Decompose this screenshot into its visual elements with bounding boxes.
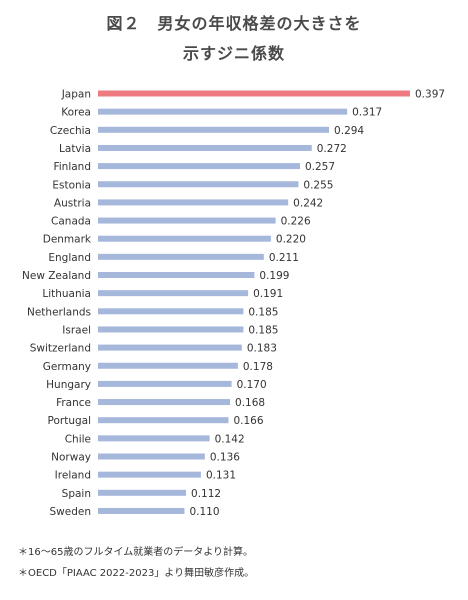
bar-chile: [98, 435, 210, 442]
footnote-source-population: ＊16～65歳のフルタイム就業者のデータより計算。: [18, 547, 254, 558]
bar-finland: [98, 163, 300, 170]
category-label-spain: Spain: [62, 488, 91, 500]
category-label-estonia: Estonia: [52, 179, 91, 191]
bar-japan: [98, 90, 410, 97]
bar-norway: [98, 453, 205, 460]
value-label-france: 0.168: [235, 397, 265, 409]
bar-spain: [98, 489, 187, 496]
bar-sweden: [98, 507, 185, 514]
value-label-latvia: 0.272: [317, 143, 347, 155]
value-label-lithuania: 0.191: [253, 288, 283, 300]
bar-netherlands: [98, 308, 244, 315]
category-label-japan: Japan: [61, 89, 91, 101]
category-label-lithuania: Lithuania: [42, 288, 91, 300]
value-label-sweden: 0.110: [189, 506, 219, 518]
bar-new-zealand: [98, 272, 255, 278]
bar-france: [98, 399, 231, 406]
category-label-denmark: Denmark: [43, 234, 92, 246]
value-label-austria: 0.242: [293, 197, 323, 209]
chart-title-line-1: 図２ 男女の年収格差の大きさを: [106, 14, 362, 33]
value-label-japan: 0.397: [415, 89, 445, 101]
value-label-finland: 0.257: [305, 161, 335, 173]
value-label-canada: 0.226: [281, 216, 311, 228]
category-label-israel: Israel: [62, 324, 91, 336]
category-label-norway: Norway: [51, 452, 91, 464]
value-label-israel: 0.185: [248, 324, 278, 336]
category-label-chile: Chile: [65, 433, 91, 445]
category-label-sweden: Sweden: [50, 506, 92, 518]
value-label-korea: 0.317: [352, 107, 382, 119]
category-label-netherlands: Netherlands: [27, 306, 91, 318]
value-label-germany: 0.178: [243, 361, 273, 373]
value-label-chile: 0.142: [215, 433, 245, 445]
value-label-hungary: 0.170: [237, 379, 267, 391]
category-label-canada: Canada: [51, 216, 91, 228]
bar-germany: [98, 362, 238, 369]
value-label-new-zealand: 0.199: [259, 270, 289, 282]
value-label-norway: 0.136: [210, 452, 240, 464]
bar-latvia: [98, 144, 312, 151]
value-label-denmark: 0.220: [276, 234, 306, 246]
bar-korea: [98, 108, 348, 115]
bar-hungary: [98, 380, 232, 387]
category-label-latvia: Latvia: [59, 143, 91, 155]
category-label-korea: Korea: [61, 107, 91, 119]
category-label-germany: Germany: [43, 361, 91, 373]
bar-switzerland: [98, 344, 242, 351]
bar-czechia: [98, 126, 330, 133]
category-label-new-zealand: New Zealand: [22, 270, 91, 282]
value-label-netherlands: 0.185: [248, 306, 278, 318]
value-label-switzerland: 0.183: [247, 343, 277, 355]
bar-england: [98, 253, 264, 260]
category-label-portugal: Portugal: [48, 415, 92, 427]
category-label-england: England: [48, 252, 91, 264]
value-label-england: 0.211: [269, 252, 299, 264]
category-label-finland: Finland: [53, 161, 91, 173]
category-label-hungary: Hungary: [46, 379, 91, 391]
footnote-data-source: ＊OECD「PIAAC 2022-2023」より舞田敏彦作成。: [18, 568, 255, 579]
value-label-czechia: 0.294: [334, 125, 364, 137]
category-label-ireland: Ireland: [55, 470, 91, 482]
value-label-ireland: 0.131: [206, 470, 236, 482]
value-label-spain: 0.112: [191, 488, 221, 500]
chart-title-line-2: 示すジニ係数: [182, 44, 285, 63]
bar-lithuania: [98, 290, 249, 297]
bar-israel: [98, 326, 244, 333]
bar-canada: [98, 217, 276, 224]
value-label-portugal: 0.166: [233, 415, 263, 427]
category-label-france: France: [56, 397, 91, 409]
bar-austria: [98, 199, 289, 206]
bar-portugal: [98, 417, 229, 424]
category-label-switzerland: Switzerland: [30, 343, 91, 355]
bar-denmark: [98, 235, 271, 242]
category-label-austria: Austria: [54, 197, 91, 209]
bar-estonia: [98, 181, 299, 188]
bar-ireland: [98, 471, 201, 478]
category-label-czechia: Czechia: [50, 125, 91, 137]
value-label-estonia: 0.255: [303, 179, 333, 191]
